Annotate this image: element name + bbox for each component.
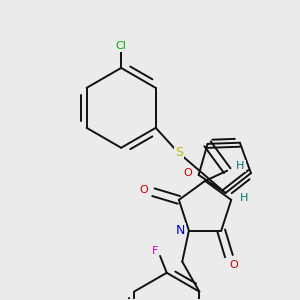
Text: O: O (139, 185, 148, 195)
Text: S: S (175, 146, 183, 159)
Text: H: H (239, 193, 248, 203)
Text: O: O (183, 168, 192, 178)
Text: Cl: Cl (116, 41, 127, 51)
Text: F: F (152, 246, 158, 256)
Text: N: N (175, 224, 185, 237)
Text: O: O (229, 260, 238, 270)
Text: H: H (236, 161, 245, 171)
